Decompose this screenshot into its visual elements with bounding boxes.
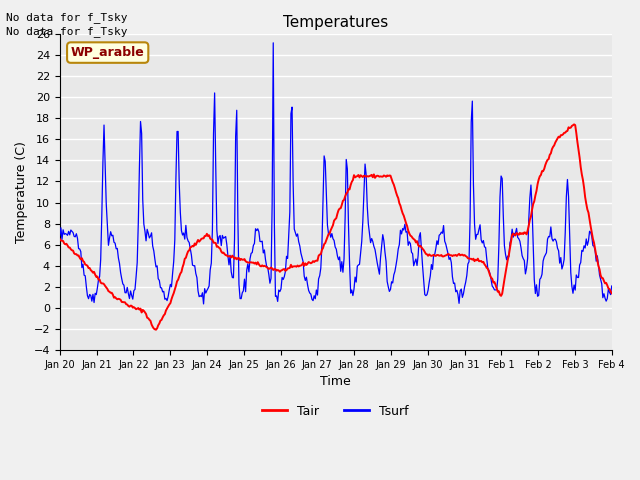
Text: WP_arable: WP_arable <box>71 46 145 59</box>
Text: No data for f_Tsky: No data for f_Tsky <box>6 26 128 37</box>
Title: Temperatures: Temperatures <box>283 15 388 30</box>
Text: No data for f_Tsky: No data for f_Tsky <box>6 12 128 23</box>
X-axis label: Time: Time <box>321 375 351 388</box>
Y-axis label: Temperature (C): Temperature (C) <box>15 141 28 243</box>
Legend: Tair, Tsurf: Tair, Tsurf <box>257 400 414 423</box>
